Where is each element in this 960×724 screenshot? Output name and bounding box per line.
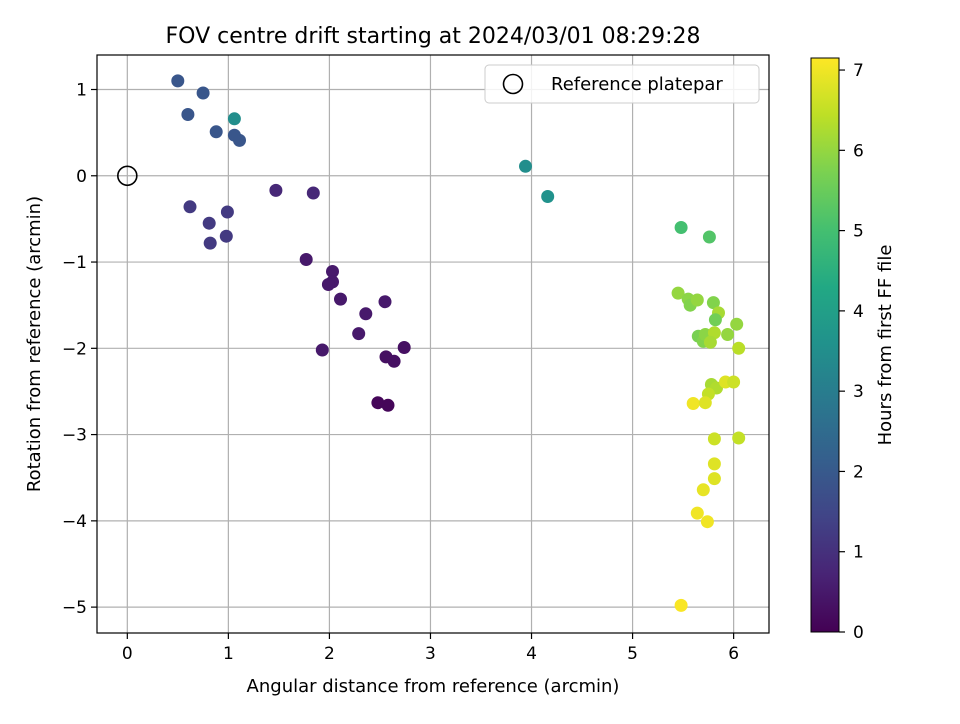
data-point xyxy=(326,265,339,278)
data-point xyxy=(708,313,722,327)
y-tick-label: −2 xyxy=(62,339,87,359)
y-tick-label: −5 xyxy=(62,598,87,618)
data-point xyxy=(674,221,688,234)
x-tick-label: 2 xyxy=(324,644,335,664)
y-tick-label: −1 xyxy=(62,253,87,273)
legend-box xyxy=(484,64,760,104)
data-point xyxy=(519,159,532,173)
colorbar-tick-label: 1 xyxy=(853,543,864,563)
data-point xyxy=(397,341,411,354)
legend-label-reference-platepar: Reference platepar xyxy=(551,74,723,95)
data-point xyxy=(183,200,197,214)
data-point xyxy=(730,317,744,331)
data-point xyxy=(269,183,283,197)
colorbar-tick-label: 4 xyxy=(853,302,864,322)
legend-reference-marker xyxy=(502,73,524,95)
data-point xyxy=(299,253,313,266)
data-point xyxy=(227,112,241,126)
y-axis-label: Rotation from reference (arcmin) xyxy=(24,196,45,492)
data-point xyxy=(707,472,721,486)
data-point xyxy=(220,205,234,219)
colorbar-ticks: 0 1 2 3 4 5 6 7 xyxy=(839,61,864,643)
colorbar-tick-label: 5 xyxy=(853,222,864,242)
colorbar-label: Hours from first FF file xyxy=(875,245,896,446)
x-tick-label: 3 xyxy=(425,644,436,664)
data-point xyxy=(352,327,366,341)
data-point xyxy=(171,74,185,88)
grid xyxy=(97,55,769,633)
data-point xyxy=(181,108,195,121)
plot-area-frame xyxy=(96,54,770,634)
y-axis-ticks: 1 0 −1 −2 −3 −4 −5 xyxy=(62,81,97,618)
data-point xyxy=(541,190,555,203)
data-point xyxy=(698,396,712,410)
data-point xyxy=(233,133,246,147)
data-point xyxy=(359,307,373,321)
data-point xyxy=(209,125,223,139)
x-axis-ticks: 0 1 2 3 4 5 6 xyxy=(122,633,739,664)
data-point xyxy=(202,216,216,230)
colorbar-tick-label: 3 xyxy=(853,382,864,402)
colorbar-tick-label: 0 xyxy=(853,623,864,643)
data-point xyxy=(721,328,735,341)
x-tick-label: 0 xyxy=(122,644,133,664)
y-tick-label: −4 xyxy=(62,512,87,532)
colorbar-tick-label: 2 xyxy=(853,462,864,482)
colorbar-tick-label: 6 xyxy=(853,141,864,161)
data-point xyxy=(690,506,704,520)
x-tick-label: 6 xyxy=(728,644,739,664)
data-point xyxy=(196,86,210,100)
chart-title: FOV centre drift starting at 2024/03/01 … xyxy=(166,24,701,49)
data-point xyxy=(727,375,741,389)
x-tick-label: 5 xyxy=(627,644,638,664)
data-point xyxy=(671,286,685,300)
data-point xyxy=(306,186,320,200)
data-point xyxy=(674,598,688,612)
x-tick-label: 1 xyxy=(223,644,234,664)
data-point xyxy=(696,483,710,497)
legend: Reference platepar xyxy=(484,64,760,104)
x-tick-label: 4 xyxy=(526,644,537,664)
data-point xyxy=(732,341,746,355)
data-point xyxy=(732,431,746,445)
data-point xyxy=(219,229,233,243)
data-point xyxy=(334,292,347,306)
data-point xyxy=(703,335,717,349)
y-tick-label: −3 xyxy=(62,426,87,446)
colorbar-gradient xyxy=(810,57,840,633)
colorbar: 0 1 2 3 4 5 6 7 Hours from first FF file xyxy=(810,57,896,643)
data-point xyxy=(315,343,329,357)
data-point xyxy=(690,293,704,307)
data-point xyxy=(203,236,217,250)
data-point xyxy=(707,457,721,471)
data-point xyxy=(702,230,716,244)
y-tick-label: 1 xyxy=(76,81,87,101)
data-point xyxy=(387,354,401,368)
colorbar-tick-label: 7 xyxy=(853,61,864,81)
data-point xyxy=(378,295,392,309)
data-point xyxy=(700,515,714,529)
data-points xyxy=(171,74,746,612)
x-axis-label: Angular distance from reference (arcmin) xyxy=(247,676,620,697)
data-point xyxy=(706,296,720,310)
data-point xyxy=(371,396,385,410)
reference-platepar-marker xyxy=(117,165,138,187)
data-point xyxy=(707,432,721,446)
data-point xyxy=(686,397,700,410)
y-tick-label: 0 xyxy=(76,167,87,187)
data-point xyxy=(381,398,395,412)
data-point xyxy=(321,278,335,291)
